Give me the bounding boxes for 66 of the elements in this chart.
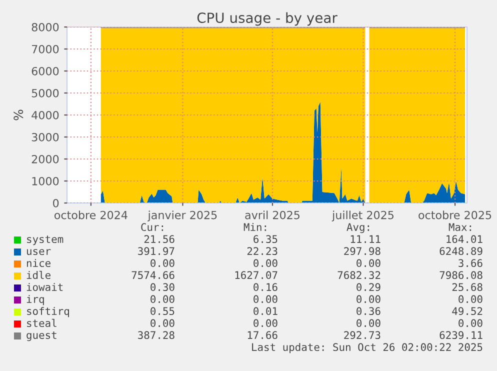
text: 0.00: [254, 259, 278, 268]
text: 6239.11: [440, 331, 482, 340]
text: Min:: [244, 222, 266, 231]
y-tick-label: 2000: [32, 154, 59, 164]
text: 6248.89: [440, 247, 482, 256]
chart-title: CPU usage - by year: [197, 12, 338, 26]
text: 0.00: [458, 295, 482, 304]
text: 387.28: [138, 331, 174, 340]
x-tick-label: juillet 2025: [332, 210, 394, 222]
x-tick-label: octobre 2025: [418, 210, 492, 220]
x-tick-label: octobre 2024: [54, 210, 128, 220]
text: 0.00: [150, 319, 174, 328]
text: 3.66: [458, 259, 482, 268]
text: 17.66: [248, 331, 278, 340]
y-tick-label: 5000: [32, 88, 59, 98]
y-tick-label: 1000: [32, 176, 59, 186]
y-axis-title: %: [14, 110, 24, 120]
y-tick-label: 0: [53, 198, 59, 208]
legend-label: irq: [26, 294, 44, 306]
text: 0.00: [254, 295, 278, 304]
text: 22.23: [247, 247, 278, 256]
text: 391.97: [138, 247, 174, 256]
legend-label: steal: [27, 318, 56, 328]
text: 49.52: [452, 307, 482, 316]
text: Max:: [448, 223, 472, 232]
legend-label: iowait: [26, 282, 63, 292]
text: 0.00: [458, 319, 482, 328]
text: 0.55: [150, 307, 174, 316]
text: Avg:: [346, 223, 370, 234]
legend-label: user: [26, 249, 51, 256]
text: 292.73: [344, 331, 380, 340]
text: 0.00: [356, 259, 380, 268]
legend-label: idle: [26, 270, 50, 280]
text: 21.56: [144, 235, 174, 244]
text: Cur:: [141, 223, 164, 232]
text: 0.29: [356, 283, 380, 292]
y-tick-label: 4000: [32, 110, 59, 120]
text: 164.01: [446, 235, 482, 244]
x-tick-label: janvier 2025: [148, 210, 217, 222]
text: 0.30: [150, 283, 174, 292]
legend-label: nice: [26, 258, 50, 268]
text: Last update: Sun Oct 26 02:00:22 2025: [252, 342, 482, 354]
x-tick-label: avril 2025: [245, 210, 300, 220]
y-tick-label: 7000: [32, 44, 59, 54]
text: 7574.66: [132, 271, 174, 280]
text: 25.68: [452, 283, 482, 292]
text: 0.36: [356, 307, 380, 316]
text: 0.00: [150, 295, 174, 304]
text: 6.35: [254, 235, 278, 244]
legend-label: guest: [26, 332, 56, 342]
y-tick-label: 3000: [32, 132, 59, 142]
legend-label: softirq: [27, 306, 69, 318]
legend-label: system: [27, 236, 64, 246]
text: 297.98: [344, 247, 380, 256]
text: 11.11: [350, 235, 380, 243]
y-tick-label: 6000: [32, 66, 59, 76]
text: 0.01: [254, 307, 278, 316]
text: 0.16: [254, 283, 278, 292]
text: 0.00: [150, 259, 174, 268]
y-tick-label: 8000: [32, 22, 59, 32]
text: 7986.08: [440, 271, 482, 280]
text: 0.00: [254, 319, 278, 328]
text: 0.00: [356, 295, 380, 304]
text: 7682.32: [338, 271, 380, 280]
text: 1627.07: [235, 271, 278, 280]
text: 0.00: [356, 319, 380, 328]
